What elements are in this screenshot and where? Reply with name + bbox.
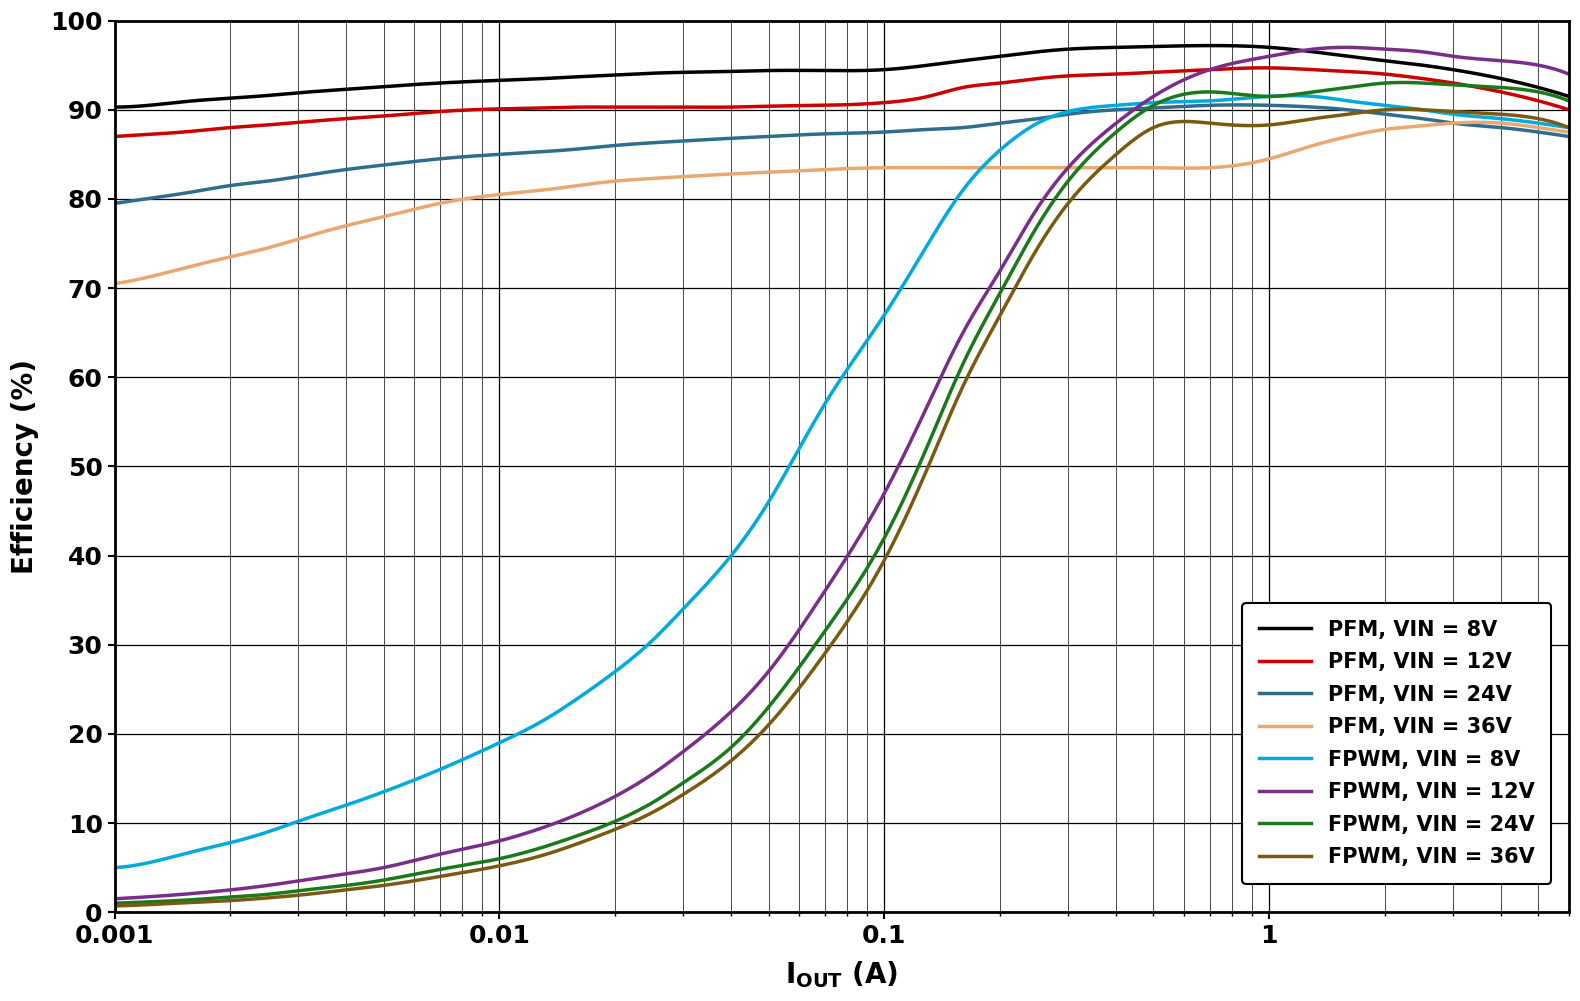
PFM, VIN = 36V	[893, 161, 912, 173]
PFM, VIN = 12V	[796, 100, 815, 112]
FPWM, VIN = 24V	[893, 497, 912, 510]
PFM, VIN = 12V	[893, 95, 912, 107]
PFM, VIN = 24V	[1528, 126, 1547, 138]
PFM, VIN = 8V	[804, 64, 823, 76]
PFM, VIN = 24V	[1300, 101, 1319, 113]
PFM, VIN = 8V	[1204, 40, 1223, 52]
PFM, VIN = 36V	[1528, 121, 1547, 133]
FPWM, VIN = 36V	[1297, 114, 1316, 126]
FPWM, VIN = 24V	[1528, 86, 1547, 98]
FPWM, VIN = 36V	[1528, 112, 1547, 124]
PFM, VIN = 36V	[1469, 116, 1488, 128]
Line: PFM, VIN = 36V: PFM, VIN = 36V	[114, 122, 1569, 283]
PFM, VIN = 36V	[804, 164, 823, 176]
FPWM, VIN = 12V	[970, 297, 989, 309]
FPWM, VIN = 24V	[796, 653, 815, 665]
Line: FPWM, VIN = 24V: FPWM, VIN = 24V	[114, 82, 1569, 903]
FPWM, VIN = 12V	[1528, 59, 1547, 71]
PFM, VIN = 24V	[796, 129, 815, 141]
FPWM, VIN = 36V	[893, 521, 912, 533]
PFM, VIN = 12V	[1559, 104, 1578, 116]
FPWM, VIN = 8V	[104, 862, 123, 874]
FPWM, VIN = 8V	[1300, 90, 1319, 102]
FPWM, VIN = 24V	[1394, 76, 1413, 88]
PFM, VIN = 8V	[1300, 45, 1319, 57]
Legend: PFM, VIN = 8V, PFM, VIN = 12V, PFM, VIN = 24V, PFM, VIN = 36V, FPWM, VIN = 8V, F: PFM, VIN = 8V, PFM, VIN = 12V, PFM, VIN …	[1242, 603, 1552, 884]
FPWM, VIN = 36V	[104, 900, 123, 912]
PFM, VIN = 24V	[1231, 99, 1250, 111]
FPWM, VIN = 12V	[804, 602, 823, 614]
PFM, VIN = 12V	[970, 79, 989, 91]
PFM, VIN = 12V	[104, 130, 123, 142]
PFM, VIN = 36V	[970, 162, 989, 174]
Line: PFM, VIN = 12V: PFM, VIN = 12V	[114, 68, 1569, 136]
PFM, VIN = 24V	[804, 128, 823, 140]
FPWM, VIN = 12V	[1297, 44, 1316, 56]
FPWM, VIN = 8V	[796, 431, 815, 443]
FPWM, VIN = 36V	[796, 674, 815, 686]
Y-axis label: Efficiency (%): Efficiency (%)	[11, 359, 40, 574]
PFM, VIN = 12V	[804, 99, 823, 111]
FPWM, VIN = 12V	[893, 454, 912, 466]
PFM, VIN = 36V	[104, 277, 123, 289]
PFM, VIN = 24V	[104, 197, 123, 209]
FPWM, VIN = 12V	[796, 615, 815, 627]
PFM, VIN = 8V	[893, 62, 912, 74]
FPWM, VIN = 12V	[1559, 68, 1578, 80]
PFM, VIN = 8V	[970, 53, 989, 65]
PFM, VIN = 36V	[1297, 141, 1316, 153]
FPWM, VIN = 24V	[1559, 95, 1578, 107]
FPWM, VIN = 24V	[970, 323, 989, 335]
Line: PFM, VIN = 8V: PFM, VIN = 8V	[114, 46, 1569, 107]
FPWM, VIN = 8V	[970, 163, 989, 175]
PFM, VIN = 24V	[893, 125, 912, 137]
FPWM, VIN = 36V	[1394, 103, 1413, 115]
FPWM, VIN = 36V	[970, 346, 989, 358]
FPWM, VIN = 24V	[104, 897, 123, 909]
Line: FPWM, VIN = 8V: FPWM, VIN = 8V	[114, 96, 1569, 868]
FPWM, VIN = 8V	[1559, 121, 1578, 133]
PFM, VIN = 8V	[104, 101, 123, 113]
Line: PFM, VIN = 24V: PFM, VIN = 24V	[114, 105, 1569, 203]
FPWM, VIN = 36V	[1559, 121, 1578, 133]
PFM, VIN = 8V	[796, 64, 815, 76]
PFM, VIN = 36V	[1559, 126, 1578, 138]
PFM, VIN = 8V	[1528, 81, 1547, 93]
PFM, VIN = 8V	[1559, 90, 1578, 102]
FPWM, VIN = 12V	[104, 893, 123, 905]
FPWM, VIN = 24V	[1297, 87, 1316, 99]
PFM, VIN = 12V	[1253, 62, 1272, 74]
FPWM, VIN = 8V	[1283, 90, 1302, 102]
X-axis label: $\mathbf{I_{OUT}}$ (A): $\mathbf{I_{OUT}}$ (A)	[785, 959, 899, 990]
FPWM, VIN = 36V	[804, 663, 823, 675]
PFM, VIN = 24V	[1559, 130, 1578, 142]
PFM, VIN = 24V	[970, 120, 989, 132]
Line: FPWM, VIN = 36V: FPWM, VIN = 36V	[114, 109, 1569, 906]
Line: FPWM, VIN = 12V: FPWM, VIN = 12V	[114, 47, 1569, 899]
FPWM, VIN = 8V	[893, 282, 912, 294]
FPWM, VIN = 8V	[1528, 117, 1547, 129]
PFM, VIN = 12V	[1300, 63, 1319, 75]
FPWM, VIN = 12V	[1335, 41, 1354, 53]
FPWM, VIN = 8V	[804, 416, 823, 428]
PFM, VIN = 12V	[1528, 94, 1547, 106]
FPWM, VIN = 24V	[804, 641, 823, 653]
PFM, VIN = 36V	[796, 164, 815, 176]
